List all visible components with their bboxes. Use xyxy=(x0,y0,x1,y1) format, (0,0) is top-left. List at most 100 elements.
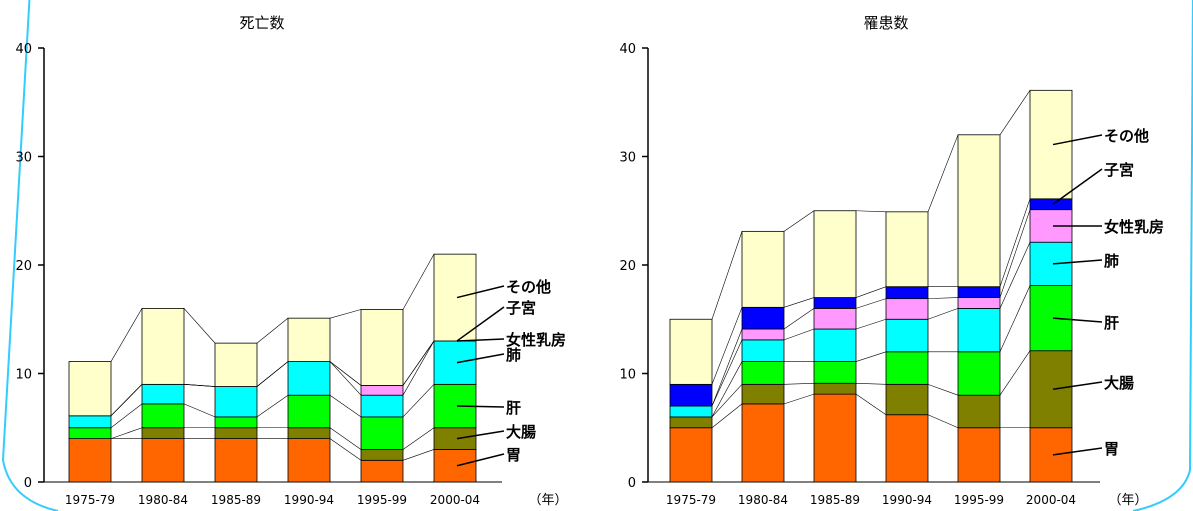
bar-segment-胃 xyxy=(433,449,477,483)
bar-segment-肝 xyxy=(214,416,258,429)
bar-segment-その他 xyxy=(1029,89,1073,200)
connector-line xyxy=(999,198,1031,287)
bar-segment-肝 xyxy=(813,361,857,384)
bar-segment-肺 xyxy=(287,361,331,396)
label-pointer xyxy=(1052,447,1103,456)
bar-segment-その他 xyxy=(141,307,185,385)
x-tick-label: 1995-99 xyxy=(954,493,1004,507)
y-tick-label: 30 xyxy=(619,151,636,166)
bar-segment-女性乳房 xyxy=(360,385,404,396)
bar-segment-胃 xyxy=(214,438,258,483)
x-tick-label: 2000-04 xyxy=(430,493,480,507)
connector-line xyxy=(927,308,959,320)
label-pointer xyxy=(1052,168,1103,205)
chart-death: 死亡数 0 10 20 30 40 1975-79 1980-84 1985-89 1990-94… xyxy=(15,14,567,508)
bar-segment-肺 xyxy=(957,307,1001,353)
connector-line xyxy=(783,308,815,330)
connector-line xyxy=(927,414,959,429)
bar-segment-大腸 xyxy=(141,427,185,440)
y-tick-label: 40 xyxy=(619,42,636,57)
series-label: 大腸 xyxy=(506,423,536,441)
series-label: 胃 xyxy=(506,446,521,464)
label-pointer xyxy=(456,306,505,342)
bar-segment-肺 xyxy=(885,318,929,353)
connector-line xyxy=(256,361,289,387)
series-label: 子宮 xyxy=(1104,161,1134,179)
connector-line xyxy=(927,134,959,212)
bar-segment-胃 xyxy=(141,438,185,483)
connector-line xyxy=(855,393,887,415)
bar-segment-胃 xyxy=(957,427,1001,483)
bar-segment-女性乳房 xyxy=(813,307,857,330)
x-tick-label: 1980-84 xyxy=(138,493,188,507)
series-label: 女性乳房 xyxy=(1104,218,1164,236)
bar-segment-女性乳房 xyxy=(741,328,785,341)
label-pointer xyxy=(456,338,505,342)
x-tick-label: 1975-79 xyxy=(666,493,716,507)
bar-segment-その他 xyxy=(68,361,112,417)
x-tick-label: 1995-99 xyxy=(357,493,407,507)
connector-line xyxy=(256,394,289,418)
bar-segment-肺 xyxy=(813,328,857,362)
bar-segment-大腸 xyxy=(287,427,331,440)
label-pointer xyxy=(1052,259,1103,265)
connector-line xyxy=(711,231,743,320)
bar-segment-肝 xyxy=(141,403,185,429)
bar-segment-その他 xyxy=(360,309,404,386)
connector-line xyxy=(855,210,887,213)
label-pointer xyxy=(1052,317,1103,323)
connector-line xyxy=(855,286,887,298)
bar-segment-肝 xyxy=(885,351,929,385)
connector-line xyxy=(402,340,435,396)
connector-line xyxy=(999,242,1031,309)
bar-segment-肝 xyxy=(957,351,1001,396)
y-tick-label: 20 xyxy=(619,259,636,274)
connector-line xyxy=(402,384,435,418)
connector-line xyxy=(711,307,743,385)
connector-line xyxy=(711,328,743,407)
bar-segment-肝 xyxy=(68,427,112,440)
bar-segment-肺 xyxy=(68,415,112,429)
bar-segment-その他 xyxy=(957,134,1001,288)
connector-line xyxy=(783,328,815,341)
bar-segment-その他 xyxy=(669,318,713,385)
bar-segment-肺 xyxy=(141,383,185,405)
x-unit-label: （年） xyxy=(1108,493,1147,508)
bar-segment-大腸 xyxy=(669,416,713,429)
bar-segment-大腸 xyxy=(214,427,258,440)
x-tick-label: 1990-94 xyxy=(882,493,932,507)
x-tick-label: 1980-84 xyxy=(738,493,788,507)
connector-line xyxy=(402,427,435,450)
connector-line xyxy=(783,210,815,232)
connector-line xyxy=(999,285,1031,352)
label-pointer xyxy=(1052,134,1103,146)
connector-line xyxy=(927,384,959,396)
series-label: 大腸 xyxy=(1104,374,1134,392)
connector-line xyxy=(927,297,959,299)
connector-line xyxy=(329,427,362,450)
bar-segment-大腸 xyxy=(885,383,929,416)
connector-line xyxy=(110,308,143,362)
bar-segment-肺 xyxy=(669,405,713,418)
label-pointer xyxy=(456,405,505,408)
connector-line xyxy=(711,403,743,428)
bar-segment-その他 xyxy=(287,317,331,362)
y-tick-label: 0 xyxy=(24,476,32,491)
bar-segment-肺 xyxy=(360,394,404,418)
connector-line xyxy=(999,209,1031,298)
series-label: 肝 xyxy=(1104,314,1119,332)
connector-line xyxy=(256,317,289,344)
bar-segment-肺 xyxy=(1029,241,1073,287)
y-tick-label: 10 xyxy=(619,368,636,383)
bar-segment-大腸 xyxy=(1029,350,1073,429)
series-label: 肺 xyxy=(506,346,521,364)
bar-segment-子宮 xyxy=(813,297,857,309)
connector-line xyxy=(855,298,887,309)
bar-segment-その他 xyxy=(885,211,929,288)
bar-segment-肝 xyxy=(1029,285,1073,352)
connector-line xyxy=(855,382,887,385)
connector-line xyxy=(110,403,143,428)
series-label: その他 xyxy=(506,278,551,296)
